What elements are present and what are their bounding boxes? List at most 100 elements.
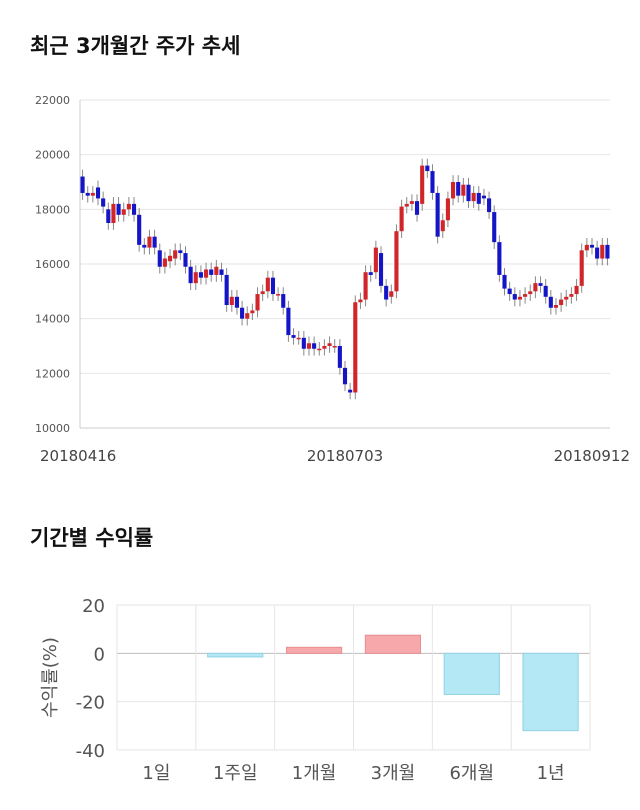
candle-body <box>157 250 162 267</box>
candle-body <box>466 184 471 202</box>
candle-body <box>152 236 157 248</box>
return-bar <box>522 652 579 732</box>
candle-body <box>327 343 332 346</box>
candle-body <box>142 244 147 248</box>
candle-body <box>595 247 600 259</box>
candle-body <box>301 337 306 349</box>
candle-body <box>312 343 317 349</box>
candle-body <box>512 294 517 300</box>
candle-body <box>173 250 178 259</box>
candle-body <box>414 201 420 215</box>
x-tick-label: 20180912 <box>554 447 630 465</box>
candle-body <box>430 171 435 193</box>
candle-body <box>589 244 595 248</box>
candle-body <box>605 244 610 259</box>
y-tick-label: 10000 <box>35 422 70 435</box>
candle-body <box>378 253 384 286</box>
candle-body <box>214 266 219 275</box>
candle-body <box>106 209 111 223</box>
candle-body <box>286 307 291 336</box>
candle-body <box>487 198 492 213</box>
x-tick-label: 1개월 <box>292 763 337 784</box>
candle-body <box>348 389 353 393</box>
candle-body <box>538 283 543 286</box>
candle-body <box>147 236 152 248</box>
candle-body <box>492 212 497 243</box>
candle-body <box>137 214 142 245</box>
candle-body <box>420 165 425 204</box>
candle-body <box>507 288 512 295</box>
candle-body <box>265 277 270 292</box>
candle-body <box>260 291 265 295</box>
candle-body <box>240 307 245 319</box>
y-tick-label: 14000 <box>35 313 70 326</box>
candle-body <box>373 247 378 273</box>
candle-body <box>167 255 173 262</box>
price-candlestick-chart: 10000 12000 14000 16000 18000 20000 22000 20180… <box>35 94 630 465</box>
candle-body <box>162 258 167 267</box>
candle-body <box>569 294 574 297</box>
candle-body <box>342 367 348 385</box>
candle-body <box>219 269 224 275</box>
y-tick-label: 16000 <box>35 258 70 271</box>
candle-body <box>322 346 327 349</box>
x-tick-label: 1년 <box>537 763 565 784</box>
x-tick-label: 1일 <box>142 763 170 784</box>
candle-body <box>404 203 409 207</box>
candle-body <box>101 198 106 207</box>
candle-body <box>85 192 90 196</box>
candle-body <box>399 206 404 232</box>
candle-body <box>229 296 234 305</box>
candle-body <box>574 285 579 295</box>
return-bar <box>285 646 343 654</box>
x-tick-label: 1주일 <box>213 763 258 784</box>
candle-body <box>533 283 538 292</box>
candle-body <box>90 192 95 196</box>
candle-body <box>121 209 126 215</box>
y-tick-label: 22000 <box>35 94 70 107</box>
y-tick-label: -20 <box>76 693 105 714</box>
candle-body <box>198 272 203 278</box>
candle-body <box>116 203 121 215</box>
candle-body <box>178 250 183 254</box>
candle-body <box>471 192 476 202</box>
candle-body <box>600 244 605 259</box>
candle-body <box>204 269 209 278</box>
candle-body <box>250 310 255 314</box>
candle-body <box>584 244 589 251</box>
candle-body <box>80 176 85 193</box>
candle-body <box>389 291 394 297</box>
candle-body <box>394 231 399 292</box>
y-axis-label: 수익률(%) <box>40 637 61 718</box>
candle-body <box>126 203 131 210</box>
candle-body <box>564 296 569 300</box>
y-tick-label: 18000 <box>35 203 70 216</box>
candle-body <box>353 302 358 393</box>
candle-body <box>276 294 281 296</box>
candle-body <box>548 296 553 308</box>
candle-body <box>579 250 584 286</box>
candle-body <box>476 192 481 204</box>
candle-body <box>456 182 461 196</box>
candle-body <box>502 274 507 289</box>
candle-body <box>188 266 193 284</box>
candle-body <box>255 294 260 311</box>
candle-body <box>451 182 456 199</box>
candle-body <box>461 184 466 196</box>
returns-title: 기간별 수익률 <box>30 526 154 550</box>
candle-body <box>368 272 373 275</box>
candle-body <box>440 220 445 232</box>
candle-body <box>528 291 533 295</box>
y-tick-label: 20000 <box>35 149 70 162</box>
candle-body <box>111 203 116 223</box>
y-tick-label: 20 <box>82 596 105 617</box>
candle-body <box>332 346 337 348</box>
candle-body <box>183 253 188 267</box>
return-bar <box>364 634 422 654</box>
return-bar <box>207 652 264 658</box>
candle-body <box>543 285 548 297</box>
price-trend-title: 최근 3개월간 주가 추세 <box>30 34 241 58</box>
candle-body <box>270 277 276 295</box>
candle-body <box>317 348 322 351</box>
candle-body <box>384 285 389 300</box>
